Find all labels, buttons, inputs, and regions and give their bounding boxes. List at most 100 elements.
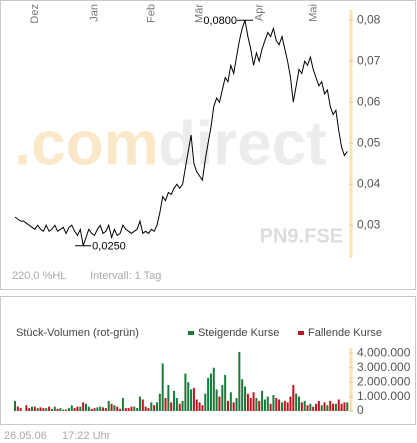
volume-title: Stück-Volumen (rot-grün) xyxy=(16,327,139,339)
x-tick-label: Dez xyxy=(29,4,41,24)
volume-bar xyxy=(269,403,272,411)
volume-bar xyxy=(283,400,286,411)
volume-bar xyxy=(235,398,238,411)
volume-bar xyxy=(229,392,232,411)
volume-bar xyxy=(326,405,329,411)
volume-bar xyxy=(39,407,42,411)
volume-bar xyxy=(207,377,210,411)
volume-bar xyxy=(249,398,252,411)
volume-bar xyxy=(56,408,59,411)
volume-bar xyxy=(50,408,53,411)
volume-bar xyxy=(258,400,261,411)
volume-bar xyxy=(121,398,124,411)
volume-bar xyxy=(107,400,110,411)
x-tick-label: Apr xyxy=(253,4,265,21)
volume-bar xyxy=(53,406,56,411)
volume-bar xyxy=(315,403,318,411)
volume-bar xyxy=(337,399,340,411)
volume-bar xyxy=(343,402,346,411)
volume-bar xyxy=(190,389,193,411)
volume-bar xyxy=(340,403,343,411)
volume-bar xyxy=(224,374,227,411)
volume-bar xyxy=(187,382,190,411)
volume-bar xyxy=(119,408,122,411)
volume-bar xyxy=(70,405,73,411)
volume-bar xyxy=(173,390,176,411)
y-tick-label: 0,03 xyxy=(357,217,381,231)
watermark-com: .com xyxy=(14,109,159,178)
volume-bar xyxy=(323,402,326,411)
volume-bar xyxy=(144,406,147,411)
volume-bar xyxy=(195,399,198,411)
volume-bar xyxy=(244,386,247,411)
price-line xyxy=(14,20,348,246)
volume-bar xyxy=(312,406,315,411)
volume-bar xyxy=(346,402,349,411)
volume-bar xyxy=(209,373,212,411)
volume-bar xyxy=(158,393,161,411)
volume-bar xyxy=(192,387,195,411)
volume-bar xyxy=(227,400,229,411)
volume-bar xyxy=(79,406,82,411)
y-tick-label: 3.000.000 xyxy=(357,360,411,374)
volume-bar xyxy=(99,406,102,411)
interval-note: Intervall: 1 Tag xyxy=(90,270,161,282)
volume-bar xyxy=(133,406,136,411)
volume-bar xyxy=(292,385,295,411)
volume-bar xyxy=(184,373,187,411)
volume-bar xyxy=(329,400,332,411)
legend-label: Steigende Kurse xyxy=(198,327,279,339)
volume-bar xyxy=(67,408,70,411)
y-tick-label: 0,07 xyxy=(357,53,381,67)
volume-bar xyxy=(238,351,241,411)
volume-bar xyxy=(178,403,181,411)
volume-bar xyxy=(263,399,266,411)
x-tick-label: Jan xyxy=(89,4,101,22)
volume-bar xyxy=(156,402,158,411)
volume-bar xyxy=(280,402,283,411)
x-tick-label: Mär xyxy=(194,4,206,23)
volume-bar xyxy=(255,398,258,411)
volume-bar xyxy=(278,399,281,411)
legend-swatch xyxy=(188,331,194,335)
volume-bar xyxy=(130,406,133,411)
volume-bar xyxy=(141,399,144,411)
volume-bar xyxy=(136,408,139,411)
volume-bar xyxy=(82,402,85,411)
y-tick-label: 0,04 xyxy=(357,176,381,190)
volume-bar xyxy=(102,407,105,411)
x-tick-label: Mai xyxy=(307,4,319,22)
volume-bar xyxy=(298,396,300,411)
footer-time: 17:22 Uhr xyxy=(62,430,111,442)
volume-bar xyxy=(246,393,249,411)
volume-bar xyxy=(334,403,337,411)
y-tick-label: 0,05 xyxy=(357,135,381,149)
volume-bar xyxy=(14,400,16,411)
y-tick-label: 0 xyxy=(357,403,364,417)
volume-bar xyxy=(309,403,312,411)
volume-bar xyxy=(252,392,255,411)
value-label: 0,0250 xyxy=(92,241,126,253)
volume-bar xyxy=(127,408,130,411)
volume-bar xyxy=(93,408,96,411)
y-tick-label: 1.000.000 xyxy=(357,389,411,403)
volume-bar xyxy=(25,405,28,411)
legend-swatch xyxy=(298,331,304,335)
x-tick-label: Feb xyxy=(145,4,157,23)
symbol-label: PN9.FSE xyxy=(260,225,343,247)
volume-bar xyxy=(212,367,215,411)
volume-bar xyxy=(124,408,127,411)
volume-bar xyxy=(181,400,184,411)
volume-bar xyxy=(33,406,36,411)
y-tick-label: 2.000.000 xyxy=(357,374,411,388)
volume-bar xyxy=(104,408,107,411)
volume-bar xyxy=(221,385,224,411)
volume-bar xyxy=(45,408,48,411)
volume-bar xyxy=(59,408,62,411)
volume-bar xyxy=(218,396,221,411)
volume-bar xyxy=(28,408,31,411)
volume-bar xyxy=(215,389,218,411)
watermark-direct: direct xyxy=(158,109,327,178)
volume-bar xyxy=(110,403,113,411)
volume-bar xyxy=(113,405,116,411)
